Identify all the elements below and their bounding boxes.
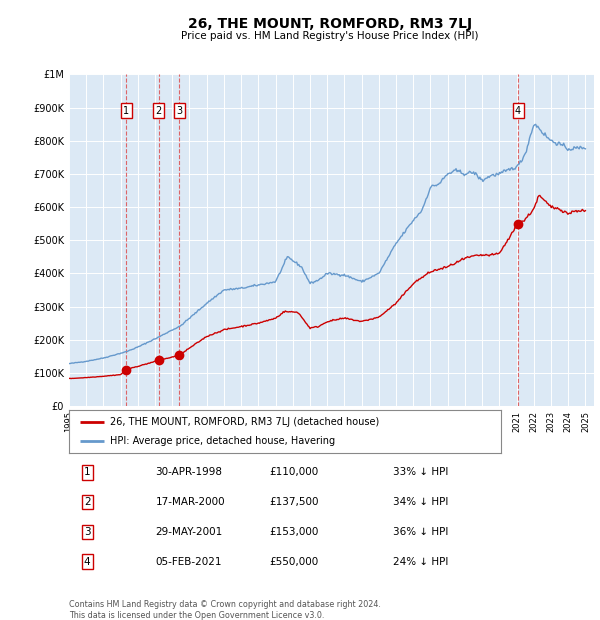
Text: 4: 4: [515, 106, 521, 116]
Text: 1: 1: [123, 106, 130, 116]
Text: HPI: Average price, detached house, Havering: HPI: Average price, detached house, Have…: [110, 436, 335, 446]
Text: £550,000: £550,000: [269, 557, 318, 567]
Text: 34% ↓ HPI: 34% ↓ HPI: [393, 497, 448, 507]
Text: 30-APR-1998: 30-APR-1998: [155, 467, 223, 477]
Text: 36% ↓ HPI: 36% ↓ HPI: [393, 527, 448, 537]
Text: 29-MAY-2001: 29-MAY-2001: [155, 527, 223, 537]
Text: 3: 3: [176, 106, 182, 116]
Text: 26, THE MOUNT, ROMFORD, RM3 7LJ (detached house): 26, THE MOUNT, ROMFORD, RM3 7LJ (detache…: [110, 417, 379, 427]
Text: £137,500: £137,500: [269, 497, 319, 507]
Text: £110,000: £110,000: [269, 467, 318, 477]
Text: 1: 1: [84, 467, 91, 477]
Text: Contains HM Land Registry data © Crown copyright and database right 2024.
This d: Contains HM Land Registry data © Crown c…: [69, 600, 381, 619]
Text: 05-FEB-2021: 05-FEB-2021: [155, 557, 222, 567]
Text: 2: 2: [84, 497, 91, 507]
Text: 2: 2: [155, 106, 162, 116]
Text: 26, THE MOUNT, ROMFORD, RM3 7LJ: 26, THE MOUNT, ROMFORD, RM3 7LJ: [188, 17, 472, 32]
Text: £153,000: £153,000: [269, 527, 319, 537]
Text: 3: 3: [84, 527, 91, 537]
Text: Price paid vs. HM Land Registry's House Price Index (HPI): Price paid vs. HM Land Registry's House …: [181, 31, 479, 41]
Text: 17-MAR-2000: 17-MAR-2000: [155, 497, 225, 507]
Text: 24% ↓ HPI: 24% ↓ HPI: [393, 557, 448, 567]
Text: 33% ↓ HPI: 33% ↓ HPI: [393, 467, 448, 477]
Text: 4: 4: [84, 557, 91, 567]
